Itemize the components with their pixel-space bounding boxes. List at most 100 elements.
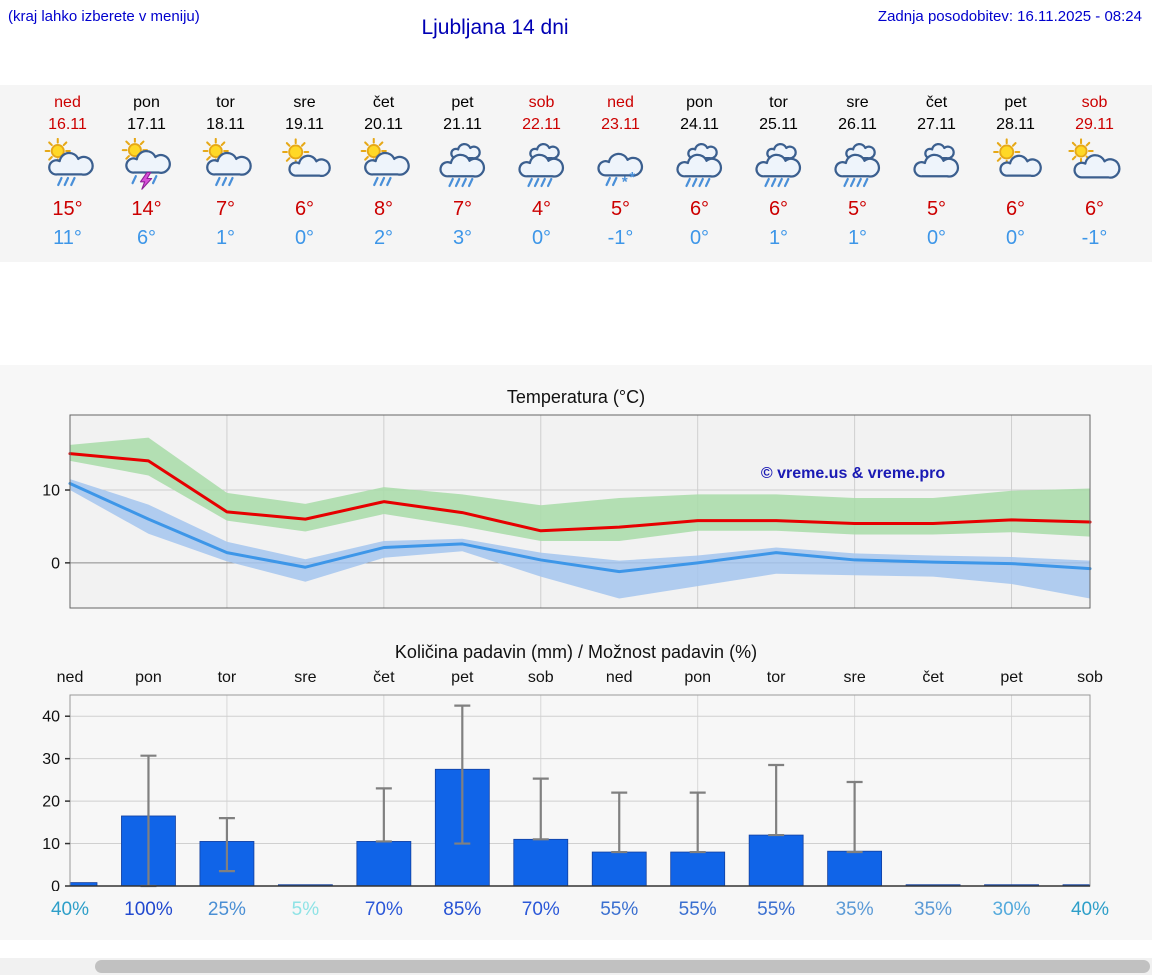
temp-max: 14°: [131, 198, 162, 220]
day-name: ned: [54, 94, 81, 111]
precip-day-label: sob: [527, 669, 554, 686]
temp-max: 7°: [452, 198, 473, 220]
forecast-day[interactable]: ned 16.11 15° 11°: [28, 93, 107, 250]
sun-cloud-icon: [976, 138, 1055, 196]
temp-min: -1°: [607, 227, 634, 249]
temperature-chart: 0 10 © vreme.us & vreme.pro: [42, 414, 1092, 609]
day-name: čet: [925, 94, 948, 111]
cloud-sun-icon: [1055, 138, 1134, 196]
day-name: pet: [451, 94, 474, 111]
precipitation-chart-title: Količina padavin (mm) / Možnost padavin …: [394, 642, 758, 662]
precip-probability: 70%: [364, 899, 403, 920]
sun-cloud-icon: [265, 138, 344, 196]
precip-day-label: ned: [605, 669, 633, 686]
day-name: sre: [293, 94, 316, 111]
cloudy-icon: [897, 138, 976, 196]
temp-min: 3°: [452, 227, 473, 249]
day-date: 17.11: [127, 116, 166, 133]
precip-day-label: ned: [56, 669, 84, 686]
min-temp-line: [68, 481, 1092, 574]
temp-ytick: 0: [51, 555, 60, 572]
day-date: 27.11: [917, 116, 956, 133]
temp-max: 4°: [531, 198, 552, 220]
forecast-day[interactable]: pon 24.11 6° 0°: [660, 93, 739, 250]
precip-day-label: sre: [294, 669, 317, 686]
temp-max: 6°: [768, 198, 789, 220]
temp-min: 0°: [294, 227, 315, 249]
temp-min: 0°: [1005, 227, 1026, 249]
forecast-day[interactable]: tor 18.11 7° 1°: [186, 93, 265, 250]
day-date: 18.11: [206, 116, 245, 133]
scrollbar-thumb[interactable]: [95, 960, 1150, 973]
day-name: čet: [372, 94, 395, 111]
menu-hint: (kraj lahko izberete v meniju): [8, 8, 200, 25]
precip-bar: [70, 882, 98, 886]
day-name: sre: [846, 94, 869, 111]
precip-day-label: čet: [373, 669, 395, 686]
temp-min: 11°: [53, 227, 82, 249]
temp-max: 5°: [610, 198, 631, 220]
precip-probability: 35%: [914, 899, 953, 920]
svg-text:*: *: [629, 170, 635, 186]
precip-probability: 25%: [207, 899, 246, 920]
precip-day-label: pet: [1000, 669, 1023, 686]
precip-ytick: 10: [42, 836, 60, 853]
precip-probability: 55%: [600, 899, 639, 920]
precip-day-label: tor: [217, 669, 237, 686]
day-date: 20.11: [364, 116, 403, 133]
forecast-day[interactable]: sre 26.11 5° 1°: [818, 93, 897, 250]
precip-ytick: 40: [42, 709, 60, 726]
rain-icon: [423, 138, 502, 196]
max-temp-line: [68, 452, 1092, 533]
precip-probability: 100%: [124, 899, 173, 920]
day-name: sob: [528, 94, 555, 111]
day-date: 23.11: [601, 116, 640, 133]
forecast-strip: ned 16.11 15° 11° pon 17.11 14° 6° tor 18.11 7° 1° s…: [0, 85, 1152, 262]
temp-min: 0°: [531, 227, 552, 249]
day-date: 25.11: [759, 116, 798, 133]
precip-bar: [670, 851, 726, 886]
horizontal-scrollbar: [0, 958, 1152, 975]
forecast-day[interactable]: tor 25.11 6° 1°: [739, 93, 818, 250]
day-date: 22.11: [522, 116, 561, 133]
precip-probability: 30%: [992, 899, 1031, 920]
forecast-day[interactable]: sob 22.11 4° 0°: [502, 93, 581, 250]
temp-max: 5°: [926, 198, 947, 220]
rain-icon: [660, 138, 739, 196]
forecast-day[interactable]: čet 20.11 8° 2°: [344, 93, 423, 250]
precip-bar: [591, 851, 647, 886]
day-date: 21.11: [443, 116, 482, 133]
temp-min: 6°: [136, 227, 157, 249]
charts-section: Temperatura (°C) 0 10 © vreme.us & vreme.p…: [0, 365, 1152, 940]
precip-bar: [827, 850, 883, 886]
day-date: 19.11: [285, 116, 324, 133]
forecast-day[interactable]: pon 17.11 14° 6°: [107, 93, 186, 250]
precipitation-day-labels: ned pon tor sre čet pet sob ned pon tor sre čet pet s…: [0, 669, 1152, 689]
temp-max: 15°: [52, 198, 83, 220]
watermark-link[interactable]: © vreme.us & vreme.pro: [761, 465, 946, 482]
day-date: 28.11: [996, 116, 1035, 133]
precip-probability: 5%: [291, 899, 320, 920]
last-update: Zadnja posodobitev: 16.11.2025 - 08:24: [877, 8, 1142, 25]
forecast-day[interactable]: čet 27.11 5° 0°: [897, 93, 976, 250]
temp-max: 8°: [373, 198, 394, 220]
sun-showers-icon: [186, 137, 265, 196]
forecast-day[interactable]: sob 29.11 6° -1°: [1055, 93, 1134, 250]
temp-min: -1°: [1081, 227, 1108, 249]
day-name: tor: [216, 94, 235, 111]
precip-day-label: pet: [451, 669, 474, 686]
precip-bar: [513, 838, 569, 886]
precip-bar: [748, 834, 804, 886]
forecast-day[interactable]: pet 28.11 6° 0°: [976, 93, 1055, 250]
forecast-day[interactable]: ned 23.11 * * 5° -1°: [581, 93, 660, 250]
precip-day-label: sob: [1077, 669, 1103, 686]
day-date: 26.11: [838, 116, 877, 133]
precip-bar: [356, 841, 412, 886]
forecast-day[interactable]: sre 19.11 6° 0°: [265, 93, 344, 250]
rain-icon: [502, 138, 581, 196]
forecast-day[interactable]: pet 21.11 7° 3°: [423, 93, 502, 250]
day-name: pon: [686, 94, 713, 111]
svg-text:*: *: [621, 174, 627, 190]
sleet-icon: * *: [581, 138, 660, 196]
temp-min: 1°: [215, 227, 236, 249]
